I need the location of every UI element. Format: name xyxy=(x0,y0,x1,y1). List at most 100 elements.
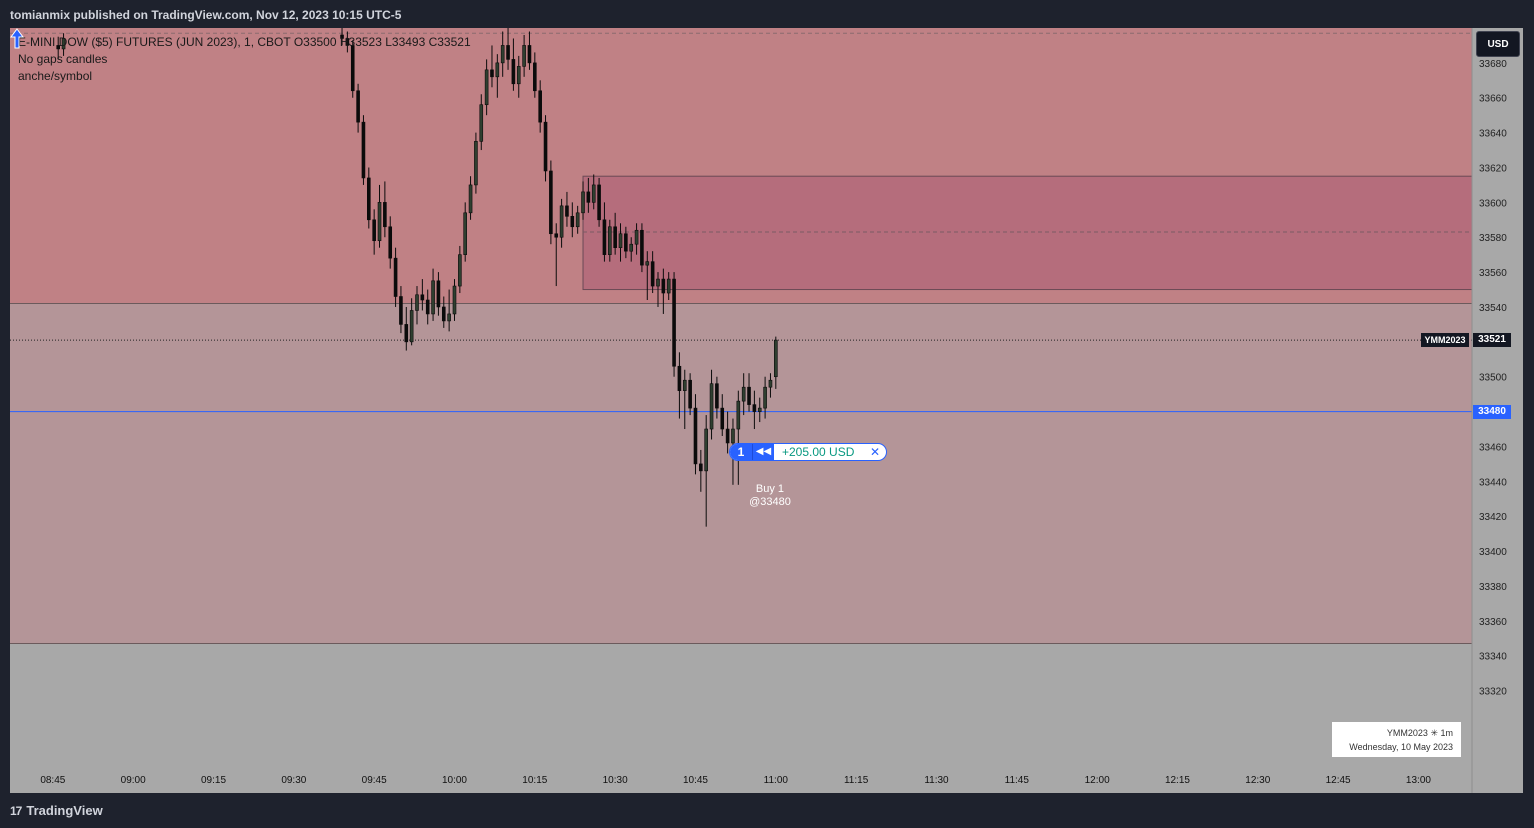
candle-body xyxy=(715,383,719,409)
footer: 17 TradingView xyxy=(0,795,1534,828)
candle-body xyxy=(672,278,676,367)
candle-body xyxy=(677,365,682,391)
candle-body xyxy=(340,34,344,39)
x-tick-label: 12:00 xyxy=(1085,775,1110,786)
candle-body xyxy=(682,379,687,391)
candle-body xyxy=(383,202,387,228)
x-tick-label: 12:45 xyxy=(1326,775,1351,786)
close-icon[interactable]: ✕ xyxy=(869,445,880,459)
x-tick-label: 08:45 xyxy=(40,775,65,786)
y-tick-label: 33600 xyxy=(1479,198,1507,209)
candle-body xyxy=(570,216,575,228)
candle-body xyxy=(645,261,650,266)
candle-body xyxy=(393,257,398,297)
candle-body xyxy=(441,306,446,322)
candle-body xyxy=(463,212,468,255)
candle-body xyxy=(447,313,451,322)
chart-frame[interactable]: 33680 33660 33640 33620 33600 33580 33560 33540… xyxy=(10,28,1523,793)
candle-body xyxy=(409,310,414,343)
candle-body xyxy=(607,226,612,255)
legend-indicator-line-2[interactable]: anche/symbol xyxy=(18,69,93,83)
x-tick-label: 09:00 xyxy=(121,775,146,786)
candle-body xyxy=(420,294,425,301)
y-tick-label: 33380 xyxy=(1479,582,1507,593)
y-tick-label: 33420 xyxy=(1479,512,1507,523)
candle-body xyxy=(704,428,708,472)
x-tick-label: 12:15 xyxy=(1165,775,1190,786)
candle-body xyxy=(516,66,521,85)
x-tick-label: 09:45 xyxy=(362,775,387,786)
tradingview-logo[interactable]: 17 TradingView xyxy=(10,803,103,818)
candle-body xyxy=(372,219,376,242)
candle-body xyxy=(581,191,585,214)
symbol-info-box: YMM2023 ✳ 1m Wednesday, 10 May 2023 xyxy=(1332,722,1461,757)
position-quantity[interactable]: 1 xyxy=(730,444,752,460)
candle-body xyxy=(768,379,773,388)
candle-body xyxy=(404,324,409,343)
candle-body xyxy=(61,38,66,50)
candle-body xyxy=(350,45,355,92)
candle-body xyxy=(511,59,516,85)
candle-body xyxy=(565,205,569,217)
candle-body xyxy=(554,233,559,238)
candle-body xyxy=(757,407,762,412)
reverse-icon[interactable]: ◀◀ xyxy=(752,444,774,460)
candle-body xyxy=(474,141,478,186)
price-chart[interactable]: 33680 33660 33640 33620 33600 33580 33560 33540… xyxy=(10,28,1523,793)
candle-body xyxy=(356,90,360,123)
x-tick-label: 11:30 xyxy=(924,775,949,786)
position-pnl: +205.00 USD xyxy=(782,445,855,459)
x-tick-label: 12:30 xyxy=(1245,775,1270,786)
candle-body xyxy=(624,233,628,252)
candle-body xyxy=(650,261,655,287)
legend-indicator-line[interactable]: No gaps candles xyxy=(18,52,108,66)
candle-body xyxy=(720,407,725,430)
candle-body xyxy=(640,229,644,266)
currency-button[interactable]: USD xyxy=(1476,31,1520,57)
candle-body xyxy=(452,285,457,315)
publisher-line: tomianmix published on TradingView.com, … xyxy=(10,8,402,22)
x-tick-label: 11:45 xyxy=(1005,775,1030,786)
candle-body xyxy=(436,280,441,308)
candle-body xyxy=(763,386,767,409)
candle-body xyxy=(431,280,435,315)
legend-symbol-line[interactable]: E-MINI DOW ($5) FUTURES (JUN 2023), 1, C… xyxy=(18,35,471,49)
candle-body xyxy=(559,205,564,238)
candle-body xyxy=(575,212,580,228)
position-pill[interactable]: 1 ◀◀ +205.00 USD ✕ xyxy=(729,443,887,461)
candle-body xyxy=(736,400,741,430)
y-tick-label: 33500 xyxy=(1479,373,1507,384)
y-tick-label: 33340 xyxy=(1479,652,1507,663)
candle-body xyxy=(495,62,500,78)
candle-body xyxy=(613,226,617,248)
lower-zone xyxy=(10,303,1472,644)
candle-body xyxy=(388,226,393,259)
candle-body xyxy=(399,296,403,325)
execution-line-2: @33480 xyxy=(749,496,791,508)
x-tick-label: 10:45 xyxy=(683,775,708,786)
y-tick-label: 33620 xyxy=(1479,163,1507,174)
x-tick-label: 11:00 xyxy=(764,775,789,786)
candle-body xyxy=(377,202,382,242)
candle-body xyxy=(591,184,596,203)
x-tick-label: 09:15 xyxy=(201,775,226,786)
x-tick-label: 13:00 xyxy=(1406,775,1431,786)
y-tick-label: 33560 xyxy=(1479,268,1507,279)
candle-body xyxy=(752,404,757,412)
last-price-label: 33521 xyxy=(1473,333,1511,348)
candle-body xyxy=(774,339,778,378)
candle-body xyxy=(56,45,60,50)
candle-body xyxy=(490,69,494,78)
candle-body xyxy=(533,62,537,92)
candle-body xyxy=(361,121,366,179)
y-tick-label: 33460 xyxy=(1479,442,1507,453)
x-tick-label: 10:00 xyxy=(442,775,467,786)
candle-body xyxy=(543,121,548,172)
y-tick-label: 33680 xyxy=(1479,59,1507,70)
candle-body xyxy=(629,243,634,252)
position-price-label: 33480 xyxy=(1473,404,1511,419)
x-tick-label: 11:15 xyxy=(844,775,869,786)
last-price-symbol-tag: YMM2023 xyxy=(1421,333,1469,348)
execution-line-1: Buy 1 xyxy=(755,483,785,495)
x-tick-label: 10:15 xyxy=(522,775,547,786)
